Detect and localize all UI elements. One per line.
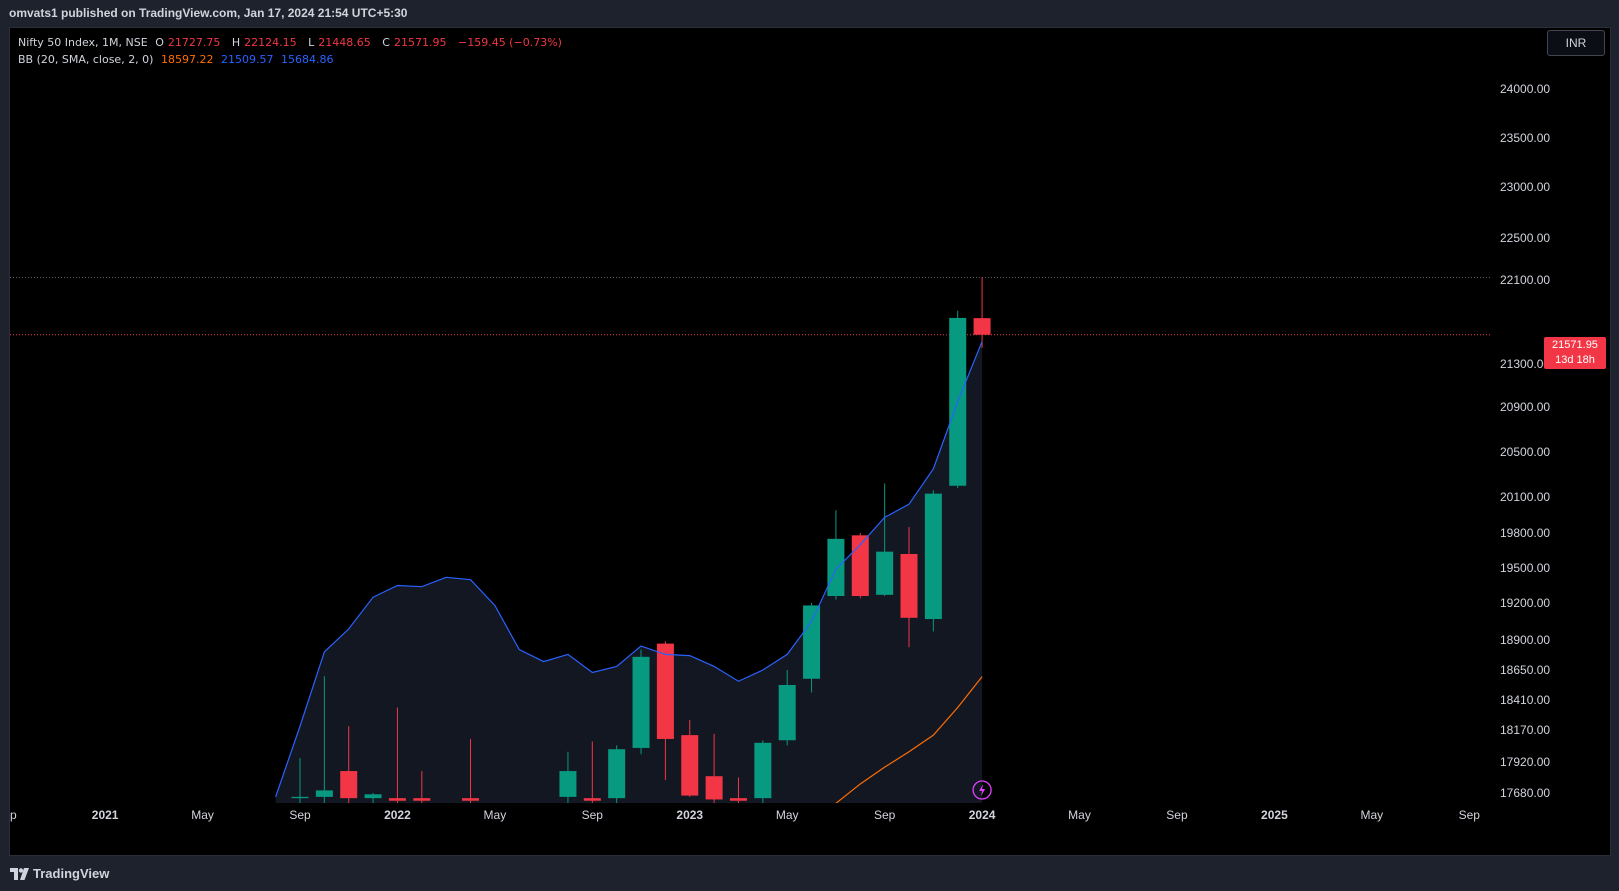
bb-lower-value: 15684.86 (280, 53, 334, 66)
y-tick-label: 18170.00 (1500, 723, 1550, 737)
y-tick-label: 24000.00 (1500, 82, 1550, 96)
candle-body (803, 605, 821, 679)
bar-countdown: 13d 18h (1555, 354, 1595, 366)
x-tick-label: 2021 (92, 808, 119, 822)
bb-upper-line (275, 341, 983, 798)
candle-body (315, 790, 333, 797)
y-tick-label: 20900.00 (1500, 400, 1550, 414)
footer-brand[interactable]: TradingView (33, 866, 110, 881)
high-value: 22124.15 (244, 36, 297, 49)
candle-body (608, 749, 626, 799)
y-tick-label: 23000.00 (1500, 180, 1550, 194)
footer: TradingView (0, 856, 1619, 891)
candle-body (681, 735, 699, 796)
y-tick-label: 23500.00 (1500, 131, 1550, 145)
close-value: 21571.95 (393, 36, 447, 49)
open-value: 21727.75 (167, 36, 221, 49)
y-tick-label: 19500.00 (1500, 561, 1550, 575)
ohlc-legend: Nifty 50 Index, 1M, NSE O 21727.75 H 22124… (18, 34, 566, 51)
y-tick-label: 18410.00 (1500, 693, 1550, 707)
currency-button[interactable]: INR (1547, 30, 1605, 56)
bb-legend: BB (20, SMA, close, 2, 0) 18597.22 21509… (18, 51, 566, 68)
candle-body (778, 685, 796, 741)
x-tick-label: Sep (582, 808, 604, 822)
x-tick-label: 2022 (384, 808, 411, 822)
candle-body (924, 493, 942, 620)
bb-band-fill (275, 341, 983, 803)
candle-body (559, 771, 577, 797)
x-tick-label: Sep (1166, 808, 1188, 822)
low-label: L (308, 36, 315, 49)
x-tick-label: 2025 (1261, 808, 1288, 822)
candle-body (364, 794, 382, 799)
x-edge-label: p (10, 808, 17, 822)
candle-body (340, 771, 358, 799)
symbol-label[interactable]: Nifty 50 Index, 1M, NSE (18, 36, 148, 49)
candle-body (900, 554, 918, 618)
x-tick-label: Sep (289, 808, 311, 822)
candle-body (462, 798, 480, 801)
candle-body (656, 643, 674, 739)
x-tick-label: May (484, 808, 507, 822)
bb-indicator-label[interactable]: BB (20, SMA, close, 2, 0) (18, 53, 154, 66)
candle-body (388, 798, 406, 801)
chart-legend: Nifty 50 Index, 1M, NSE O 21727.75 H 22124… (18, 34, 566, 68)
y-tick-label: 17920.00 (1500, 755, 1550, 769)
x-tick-label: 2024 (969, 808, 996, 822)
candle-body (827, 538, 845, 596)
candle-body (754, 742, 772, 799)
candle-body (851, 535, 869, 596)
bb-basis-line (835, 676, 983, 803)
last-price-badge: 21571.95 13d 18h (1544, 337, 1606, 369)
y-tick-label: 21300.00 (1500, 357, 1550, 371)
candle-body (632, 656, 650, 748)
bb-upper-value: 21509.57 (220, 53, 274, 66)
y-tick-label: 20100.00 (1500, 490, 1550, 504)
x-tick-label: May (1361, 808, 1384, 822)
candle-body (973, 318, 991, 335)
open-label: O (155, 36, 164, 49)
x-tick-label: Sep (1459, 808, 1481, 822)
y-tick-label: 18650.00 (1500, 663, 1550, 677)
y-tick-label: 19200.00 (1500, 596, 1550, 610)
x-tick-label: May (1068, 808, 1091, 822)
x-tick-label: May (191, 808, 214, 822)
y-tick-label: 22500.00 (1500, 231, 1550, 245)
change-value: −159.45 (−0.73%) (457, 36, 562, 49)
x-tick-label: May (776, 808, 799, 822)
lightning-icon (972, 780, 992, 800)
y-tick-label: 22100.00 (1500, 273, 1550, 287)
y-tick-label: 17680.00 (1500, 786, 1550, 800)
last-price-value: 21571.95 (1552, 339, 1598, 351)
x-tick-label: Sep (874, 808, 896, 822)
candle-body (729, 798, 747, 801)
publisher-line: omvats1 published on TradingView.com, Ja… (0, 0, 1619, 27)
y-tick-label: 20500.00 (1500, 445, 1550, 459)
lightning-bolt (979, 784, 986, 796)
close-label: C (382, 36, 390, 49)
bb-basis-value: 18597.22 (160, 53, 214, 66)
candle-body (583, 798, 601, 801)
low-value: 21448.65 (318, 36, 371, 49)
high-label: H (231, 36, 241, 49)
y-tick-label: 19800.00 (1500, 526, 1550, 540)
candle-body (705, 776, 723, 800)
candle-body (413, 798, 431, 801)
x-tick-label: 2023 (676, 808, 703, 822)
candle-body (291, 796, 309, 799)
y-tick-label: 18900.00 (1500, 633, 1550, 647)
candle-body (876, 551, 894, 595)
